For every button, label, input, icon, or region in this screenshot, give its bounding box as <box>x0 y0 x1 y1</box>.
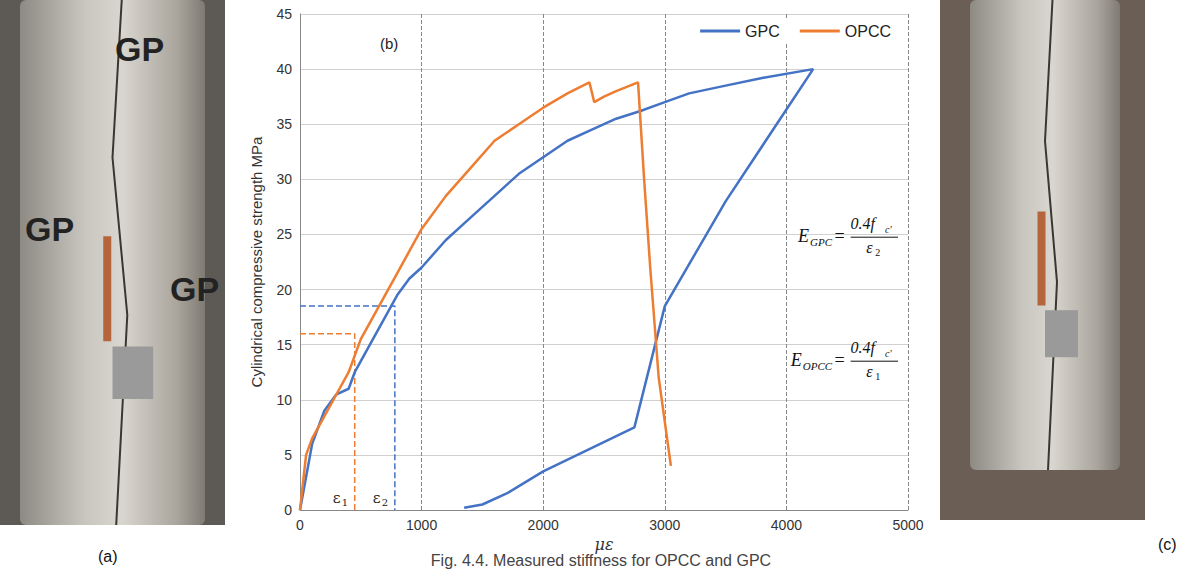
html-text:(a): (a) <box>98 548 118 565</box>
svg-text:GPC: GPC <box>810 236 833 248</box>
svg-text:15: 15 <box>276 337 292 353</box>
svg-text:OPCC: OPCC <box>803 360 833 372</box>
svg-text:0: 0 <box>284 502 292 518</box>
svg-text:45: 45 <box>276 6 292 22</box>
svg-text:ε: ε <box>866 239 873 256</box>
svg-text:c′: c′ <box>885 348 892 359</box>
svg-text:OPCC: OPCC <box>845 23 891 40</box>
svg-text:(b): (b) <box>380 35 398 52</box>
svg-text:c′: c′ <box>885 224 892 235</box>
svg-text:2: 2 <box>382 497 388 508</box>
svg-text:ε: ε <box>866 363 873 380</box>
svg-text:ε: ε <box>373 489 381 507</box>
svg-text:25: 25 <box>276 226 292 242</box>
svg-text:3000: 3000 <box>649 517 680 533</box>
svg-text:E: E <box>797 226 809 246</box>
svg-text:30: 30 <box>276 171 292 187</box>
svg-text:5: 5 <box>284 447 292 463</box>
svg-text:GPC: GPC <box>745 23 780 40</box>
html-text:GP: GP <box>115 30 165 68</box>
svg-text:5000: 5000 <box>892 517 923 533</box>
svg-text:1000: 1000 <box>406 517 437 533</box>
svg-text:40: 40 <box>276 61 292 77</box>
html-text:(c): (c) <box>1158 536 1177 553</box>
svg-text:με: με <box>595 535 614 554</box>
svg-text:=: = <box>835 350 845 370</box>
svg-text:1: 1 <box>342 497 348 508</box>
svg-text:4000: 4000 <box>771 517 802 533</box>
html-text:Fig. 4.4. Measured stiffness f: Fig. 4.4. Measured stiffness for OPCC an… <box>430 552 772 569</box>
svg-text:2000: 2000 <box>528 517 559 533</box>
svg-text:Cylindrical compressive streng: Cylindrical compressive strength MPa <box>248 136 265 388</box>
svg-text:10: 10 <box>276 392 292 408</box>
svg-text:1: 1 <box>875 371 880 382</box>
svg-text:0: 0 <box>296 517 304 533</box>
svg-text:E: E <box>790 350 802 370</box>
svg-text:0.4f: 0.4f <box>851 339 878 357</box>
html-text:GP: GP <box>170 270 220 308</box>
svg-text:20: 20 <box>276 282 292 298</box>
svg-text:35: 35 <box>276 116 292 132</box>
svg-text:ε: ε <box>333 489 341 507</box>
html-text:GP: GP <box>25 210 75 248</box>
svg-text:2: 2 <box>875 247 880 258</box>
svg-text:0.4f: 0.4f <box>851 215 878 233</box>
svg-text:=: = <box>835 226 845 246</box>
